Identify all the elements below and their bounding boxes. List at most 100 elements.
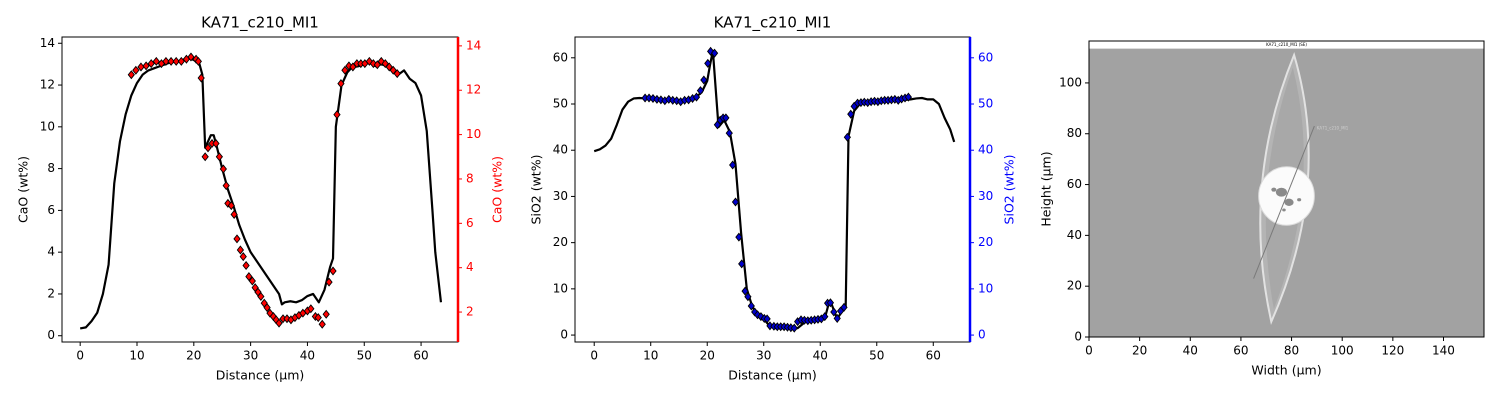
axes-frame <box>1088 40 1485 338</box>
data-point <box>245 272 253 282</box>
y2-tick-label: 6 <box>466 216 474 230</box>
data-point <box>365 56 373 66</box>
x-tick-label: 40 <box>300 349 315 363</box>
image-title: KA71_c210_MI1 (SE) <box>1266 42 1307 47</box>
data-point <box>763 314 771 324</box>
data-point <box>329 266 337 276</box>
x-tick-label: 20 <box>186 349 201 363</box>
x-axis-label: Distance (µm) <box>728 368 817 383</box>
y-tick-label: 0 <box>560 328 568 342</box>
data-point <box>219 164 227 174</box>
data-point <box>204 143 212 153</box>
y-tick-label: 6 <box>47 203 55 217</box>
data-point <box>738 259 746 269</box>
y2-tick-label: 10 <box>978 281 993 295</box>
x-tick-label: 30 <box>756 349 771 363</box>
y-tick-label: 0 <box>47 328 55 342</box>
x-tick-label: 0 <box>590 349 598 363</box>
y-axis-label: CaO (wt%) <box>16 156 31 223</box>
dark-spot <box>1275 187 1288 197</box>
data-point <box>725 128 733 138</box>
sem-image: KA71_c210_MI1 (SE) KA71_c210_MI1 <box>1089 41 1484 337</box>
data-point <box>197 73 205 83</box>
chart-title: KA71_c210_MI1 <box>714 14 832 33</box>
y-tick-label: 80 <box>1067 126 1082 140</box>
data-point <box>696 86 705 96</box>
panel: KA71_c210_MI1 (SE) KA71_c210_MI1 0 20 40 60 80… <box>1039 40 1485 378</box>
y2-tick-label: 20 <box>978 235 993 249</box>
data-point <box>263 303 271 313</box>
y-tick-label: 40 <box>553 143 568 157</box>
x-tick-label: 80 <box>1284 344 1299 358</box>
y2-tick-label: 10 <box>466 127 481 141</box>
x-tick-label: 140 <box>1432 344 1455 358</box>
y-tick-label: 60 <box>553 50 568 64</box>
data-point <box>904 92 913 102</box>
y2-tick-label: 30 <box>978 189 993 203</box>
data-point <box>167 56 175 66</box>
y-axis-label: Height (µm) <box>1039 151 1054 226</box>
y2-axis-label: CaO (wt%) <box>490 156 505 223</box>
y-tick-label: 50 <box>553 97 568 111</box>
data-point <box>322 309 330 319</box>
y2-tick-label: 4 <box>466 260 474 274</box>
dark-spot <box>1297 198 1302 202</box>
data-point <box>239 252 247 262</box>
data-point <box>227 201 235 211</box>
data-point <box>729 160 737 170</box>
data-point <box>224 198 232 208</box>
x-tick-label: 60 <box>926 349 941 363</box>
y-tick-label: 30 <box>553 189 568 203</box>
data-point <box>236 245 245 255</box>
profile-line <box>1253 125 1315 279</box>
data-point <box>142 61 150 71</box>
data-point <box>194 56 202 66</box>
panel: 0 10 20 30 40 50 60 0 2 4 6 8 10 12 14 2 4 6 8 10 12 14 KA71_c… <box>16 14 505 383</box>
data-point <box>649 93 657 103</box>
x-tick-label: 60 <box>1233 344 1248 358</box>
y-tick-label: 10 <box>553 281 568 295</box>
data-point <box>248 276 256 286</box>
data-point <box>230 209 238 219</box>
x-tick-label: 20 <box>700 349 715 363</box>
x-tick-label: 50 <box>357 349 372 363</box>
series-line <box>79 56 443 330</box>
y-tick-label: 12 <box>40 78 55 92</box>
data-point <box>700 75 708 85</box>
data-point <box>233 234 241 244</box>
x-tick-label: 120 <box>1381 344 1404 358</box>
x-tick-label: 20 <box>1132 344 1147 358</box>
data-point <box>826 298 835 308</box>
data-point <box>847 109 855 119</box>
y2-axis-label: SiO2 (wt%) <box>1002 155 1017 225</box>
axes-frame <box>574 36 971 343</box>
data-point <box>187 52 195 62</box>
data-point <box>692 92 701 102</box>
data-point <box>314 313 322 323</box>
y-tick-label: 14 <box>40 36 55 50</box>
y-tick-label: 4 <box>47 245 55 259</box>
y-axis-label: SiO2 (wt%) <box>529 155 544 225</box>
data-point <box>744 292 752 302</box>
data-point <box>215 152 223 162</box>
data-point <box>341 65 349 75</box>
x-axis-label: Distance (µm) <box>216 368 305 383</box>
y2-tick-label: 0 <box>978 328 986 342</box>
x-tick-label: 30 <box>243 349 258 363</box>
x-tick-label: 10 <box>129 349 144 363</box>
x-tick-label: 100 <box>1331 344 1354 358</box>
y2-tick-label: 12 <box>466 83 481 97</box>
x-tick-label: 40 <box>1183 344 1198 358</box>
y2-tick-label: 2 <box>466 305 474 319</box>
data-point <box>177 56 185 66</box>
data-point <box>747 301 755 311</box>
data-point <box>843 132 851 142</box>
data-point <box>172 56 180 66</box>
y-tick-label: 60 <box>1067 177 1082 191</box>
y-tick-label: 8 <box>47 161 55 175</box>
y-tick-label: 0 <box>1074 330 1082 344</box>
data-point <box>735 232 743 242</box>
x-axis-label: Width (µm) <box>1251 363 1321 378</box>
y-tick-label: 20 <box>1067 279 1082 293</box>
